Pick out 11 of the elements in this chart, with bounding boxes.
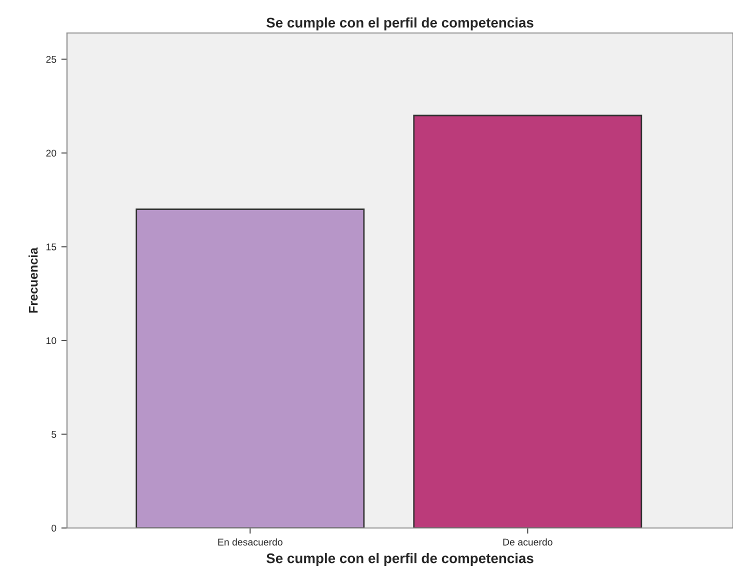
x-tick-label: En desacuerdo <box>218 538 282 546</box>
x-tick-label: De acuerdo <box>503 538 552 546</box>
y-axis-title: Frecuencia <box>28 247 38 313</box>
y-tick-label: 5 <box>52 431 56 438</box>
x-axis-title: Se cumple con el perfil de competencias <box>266 553 534 566</box>
y-tick-label: 25 <box>46 56 56 63</box>
y-tick-label: 10 <box>46 337 56 344</box>
chart-title: Se cumple con el perfil de competencias <box>266 17 534 30</box>
y-tick-label: 20 <box>46 150 56 157</box>
y-tick-label: 0 <box>52 524 56 532</box>
y-tick-label: 15 <box>46 244 56 250</box>
